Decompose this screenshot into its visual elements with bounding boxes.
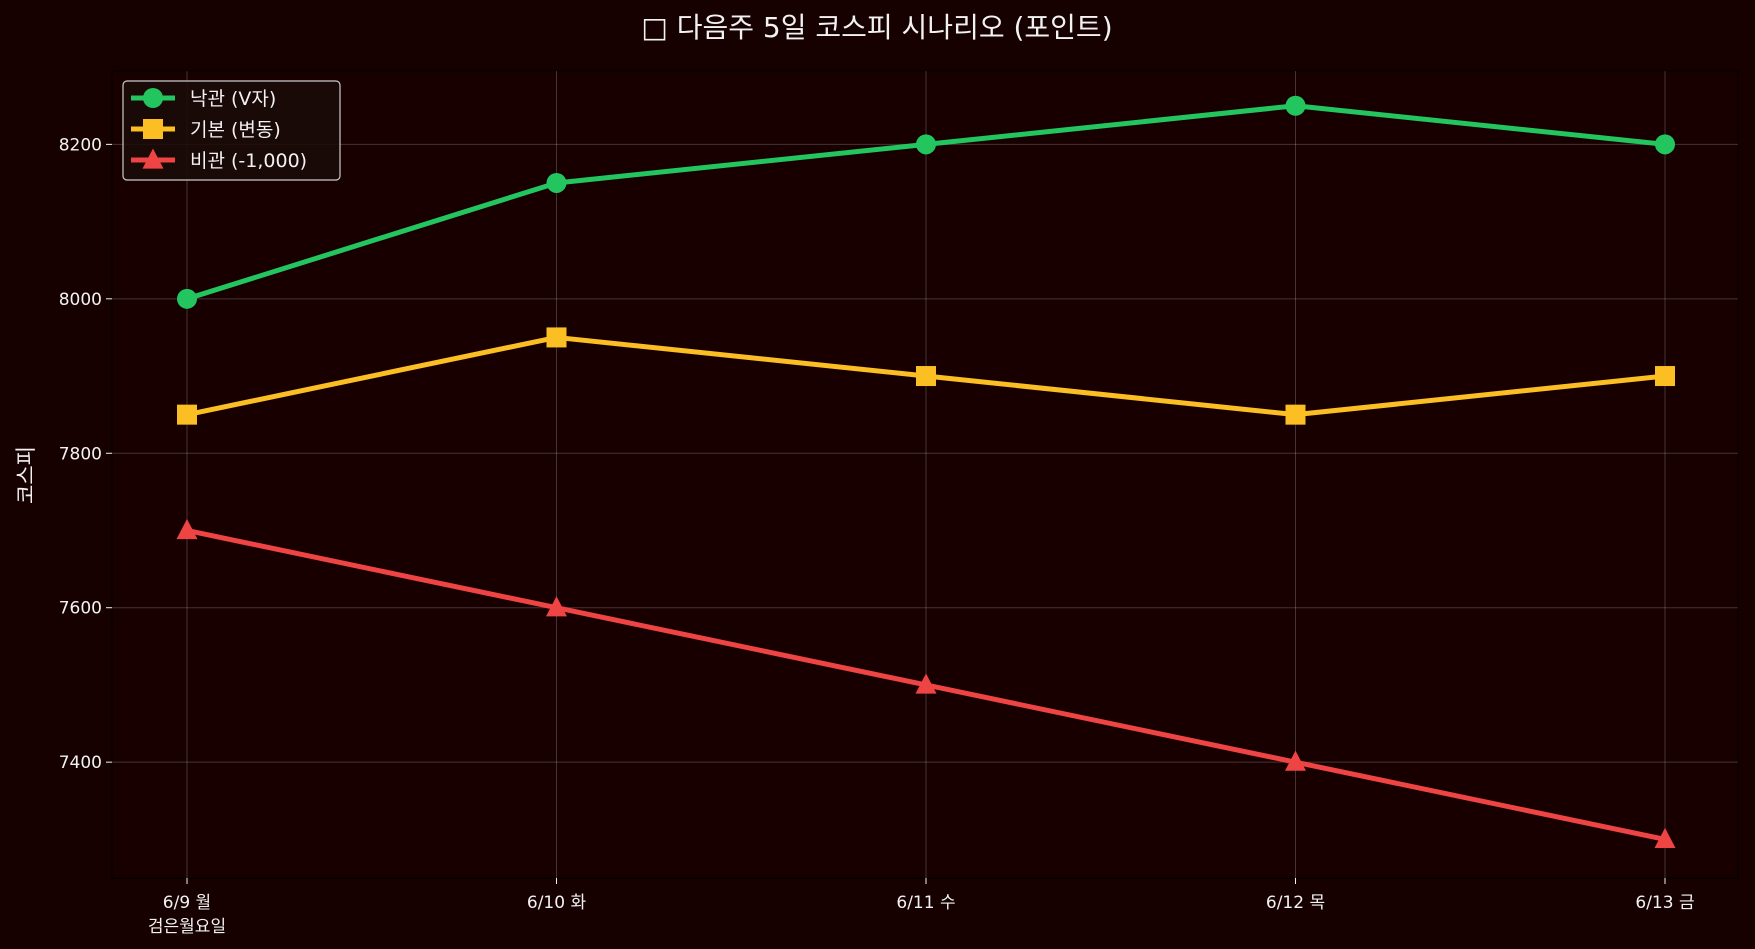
y-tick-label: 8200 — [59, 135, 102, 155]
y-tick-label: 7400 — [59, 753, 102, 773]
series-layer — [176, 95, 1676, 849]
x-tick-label: 6/11 수 — [896, 893, 955, 913]
data-point-triangle — [546, 596, 567, 617]
data-point-triangle — [1654, 827, 1676, 849]
series-group — [177, 327, 1675, 425]
data-point-square — [1285, 404, 1306, 425]
data-point-triangle — [176, 518, 198, 540]
y-tick-label: 8000 — [59, 290, 102, 310]
x-tick-label: 6/10 화 — [527, 893, 587, 913]
legend: 낙관 (V자) 기본 (변동) 비관 (-1,000) — [122, 80, 341, 181]
data-point-circle — [177, 288, 197, 309]
legend-label: 기본 (변동) — [190, 119, 281, 141]
x-tick-sublabel: 검은월요일 — [148, 917, 226, 937]
legend-entry: 낙관 (V자) — [131, 88, 276, 110]
chart-title: □ 다음주 5일 코스피 시나리오 (포인트) — [641, 11, 1112, 44]
y-tick-label: 7600 — [59, 599, 102, 619]
data-point-circle — [1655, 134, 1675, 155]
legend-entry: 비관 (-1,000) — [131, 148, 307, 172]
y-axis-ticks: 7400 7600 7800 8000 8200 — [59, 135, 112, 773]
data-point-square — [177, 404, 197, 425]
legend-label: 비관 (-1,000) — [190, 150, 307, 172]
data-point-triangle — [1285, 750, 1306, 771]
series-group — [176, 518, 1676, 849]
data-point-circle — [1285, 95, 1306, 116]
series-group — [177, 95, 1675, 309]
grid — [112, 71, 1738, 878]
y-axis-title: 코스피 — [14, 446, 38, 504]
legend-marker-triangle — [142, 148, 164, 169]
data-point-square — [1655, 366, 1675, 387]
y-tick-label: 7800 — [59, 444, 102, 464]
plot-area — [111, 70, 1739, 879]
data-point-circle — [916, 134, 936, 155]
legend-entry: 기본 (변동) — [131, 119, 281, 141]
x-tick-label: 6/13 금 — [1635, 893, 1694, 913]
legend-label: 낙관 (V자) — [190, 88, 276, 110]
legend-marker-circle — [143, 88, 163, 108]
data-point-circle — [546, 172, 567, 193]
data-point-square — [916, 366, 936, 387]
data-point-square — [546, 327, 567, 348]
legend-marker-square — [143, 119, 163, 139]
x-tick-label: 6/12 목 — [1266, 893, 1325, 913]
x-tick-label: 6/9 월 — [163, 893, 211, 913]
legend-box — [122, 80, 341, 181]
data-point-triangle — [915, 673, 937, 694]
